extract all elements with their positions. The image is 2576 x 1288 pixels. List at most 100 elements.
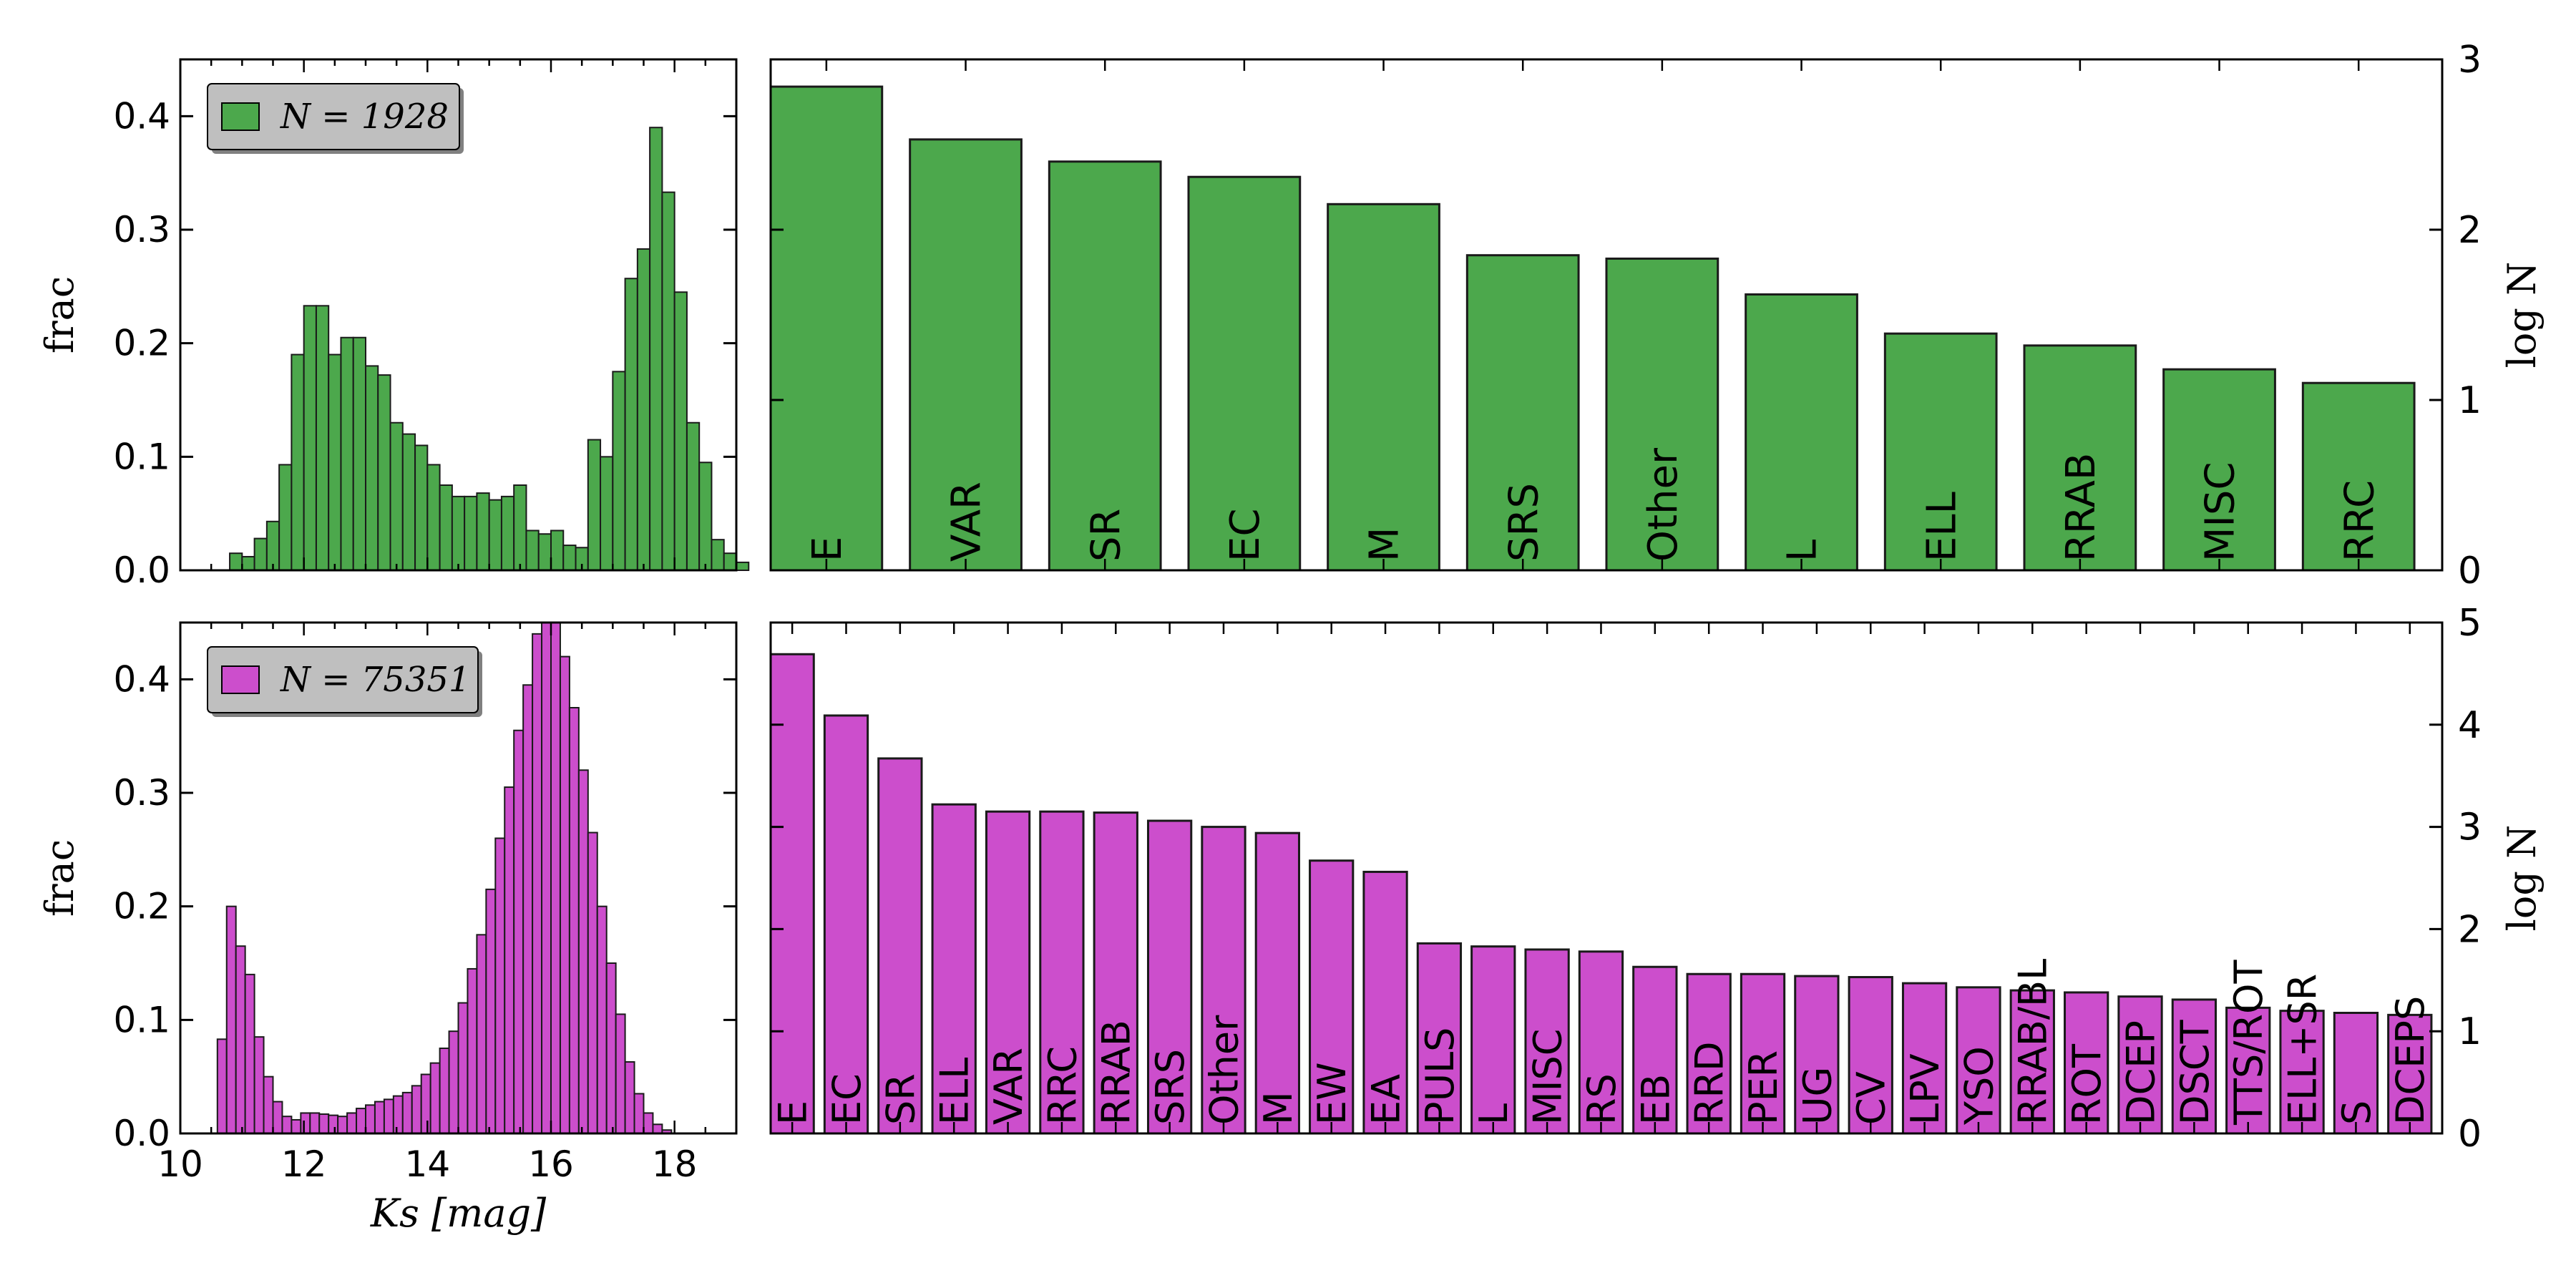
histogram-bar	[300, 1112, 311, 1134]
bar-category-label: VAR	[986, 1048, 1031, 1125]
bar-category-label: ROT	[2064, 1043, 2109, 1125]
histogram-bar	[467, 967, 478, 1135]
y-tick-label: 0.0	[113, 1113, 170, 1154]
histogram-top-panel: 0.0 0.1 0.2 0.3 0.4 frac N = 1928	[37, 58, 750, 591]
histogram-bar	[600, 456, 614, 571]
histogram-bar	[401, 1091, 413, 1135]
bar-category-label: RRC	[1040, 1046, 1085, 1125]
bar-category-label: RRAB/BL	[2011, 959, 2056, 1125]
histogram-bar	[414, 444, 429, 572]
histogram-bar	[476, 934, 487, 1135]
bar	[1605, 257, 1719, 572]
x-axis-label: Ks [mag]	[370, 1191, 547, 1236]
y-tick-label: 2	[2458, 209, 2482, 252]
bar-category-label: RRAB	[1094, 1020, 1139, 1125]
histogram-bar	[723, 552, 738, 572]
bar-category-label: RS	[1579, 1073, 1624, 1125]
histogram-bar	[352, 336, 367, 571]
x-tick-label: 18	[652, 1143, 698, 1185]
histogram-bar	[476, 492, 490, 572]
bar-category-label: MISC	[2197, 462, 2244, 562]
bar-category-label: DCEP	[2118, 1020, 2163, 1125]
bar-category-label: L	[1780, 540, 1826, 562]
bar	[2301, 381, 2416, 572]
histogram-bar	[464, 495, 478, 571]
legend-box	[207, 83, 460, 150]
bar	[1187, 175, 1302, 572]
bar-category-label: YSO	[1956, 1046, 2001, 1126]
bar-category-label: SR	[1083, 509, 1129, 562]
histogram-bar	[374, 1101, 385, 1135]
bar	[2279, 1010, 2325, 1135]
bar-category-label: M	[1256, 1091, 1301, 1125]
x-tick-label: 14	[405, 1143, 451, 1185]
bar-category-label: E	[771, 1101, 816, 1125]
histogram-bar	[451, 495, 466, 571]
y-tick-label: 3	[2458, 39, 2482, 82]
histogram-bar	[253, 1036, 265, 1134]
histogram-bar	[550, 530, 565, 572]
y-tick-label: 0.2	[113, 886, 170, 927]
histogram-bar	[216, 1038, 228, 1134]
y-tick-label: 3	[2458, 806, 2482, 849]
bar	[1254, 831, 1300, 1135]
bar	[2023, 344, 2137, 572]
histogram-bottom-panel: 0.0 0.1 0.2 0.3 0.4 10 12 14 16 18 frac Ks [mag] N =…	[37, 621, 738, 1236]
histogram-bar	[513, 729, 525, 1134]
legend: N = 75351	[207, 646, 482, 717]
histogram-bar	[596, 905, 608, 1134]
histogram-bar	[389, 421, 404, 571]
histogram-bar	[303, 305, 317, 571]
bar	[1524, 948, 1570, 1135]
legend-swatch	[221, 665, 260, 694]
y-tick-label: 0	[2458, 550, 2482, 592]
bar-category-label: MISC	[1526, 1029, 1571, 1126]
legend: N = 1928	[207, 83, 464, 154]
bar-chart-top-panel: E VAR SR EC M SRS Other L ELL RRAB MISC RRC 0 1 2 3 log …	[769, 39, 2545, 592]
histogram-bar	[615, 1013, 626, 1135]
histogram-bar	[522, 684, 534, 1134]
bar-category-label: EA	[1363, 1074, 1408, 1125]
bar-labels: E EC SR ELL VAR RRC RRAB SRS Other M EW EA PULS L MISC…	[771, 959, 2434, 1126]
bar-category-label: SRS	[1501, 483, 1547, 562]
histogram-bar	[229, 552, 243, 572]
bar-labels: E VAR SR EC M SRS Other L ELL RRAB MISC RRC	[804, 447, 2383, 562]
bar	[1093, 811, 1138, 1135]
histogram-bars	[216, 622, 673, 1135]
bar-category-label: SR	[878, 1073, 923, 1125]
bar-category-label: EC	[824, 1073, 869, 1125]
bar-category-label: DCEPS	[2388, 996, 2433, 1125]
histogram-bar	[587, 439, 602, 571]
x-tick-label: 10	[157, 1143, 203, 1185]
histogram-bar	[652, 1123, 663, 1134]
bar	[1327, 203, 1440, 572]
histogram-bar	[420, 1073, 431, 1134]
y-tick-label: 0	[2458, 1113, 2482, 1156]
bar	[931, 803, 977, 1135]
bar-category-label: Other	[1640, 447, 1687, 562]
histogram-bar	[636, 248, 651, 571]
histogram-bar	[309, 1112, 321, 1134]
histogram-bar	[235, 945, 246, 1134]
bar-category-label: EW	[1309, 1062, 1355, 1125]
bar-category-label: VAR	[944, 482, 990, 562]
bar-category-label: EC	[1222, 509, 1269, 562]
bar	[985, 810, 1031, 1135]
histogram-bar	[532, 633, 543, 1134]
histogram-bar	[525, 530, 540, 572]
histogram-bar	[383, 1098, 394, 1135]
histogram-bar	[686, 421, 701, 571]
histogram-bar	[562, 545, 577, 571]
histogram-bar	[263, 1075, 274, 1134]
y-tick-label: 0.1	[113, 436, 170, 477]
bar	[1048, 160, 1162, 572]
bar-category-label: ELL	[932, 1058, 977, 1125]
bar	[877, 757, 923, 1135]
bar-category-label: SRS	[1148, 1049, 1193, 1125]
bar-category-label: UG	[1795, 1067, 1840, 1125]
y-tick-label: 4	[2458, 704, 2482, 747]
histogram-bar	[411, 1085, 422, 1134]
x-tick-label: 12	[281, 1143, 327, 1185]
histogram-bar	[315, 305, 330, 571]
bar-chart-bottom-panel: E EC SR ELL VAR RRC RRAB SRS Other M EW EA PULS L MISC…	[769, 602, 2545, 1156]
